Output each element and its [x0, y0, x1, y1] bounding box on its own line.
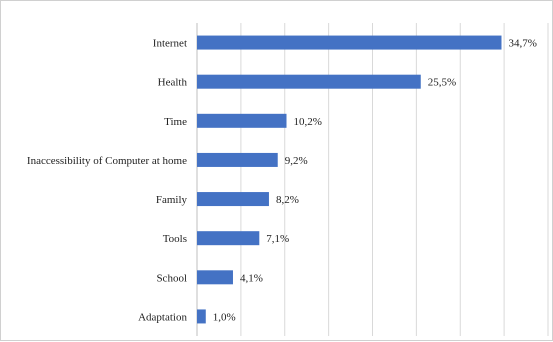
category-tick-label: Time	[164, 116, 187, 128]
data-label: 8,2%	[276, 194, 299, 206]
bar	[197, 113, 287, 128]
category-tick-label: Family	[156, 194, 188, 206]
bar	[197, 270, 233, 285]
label-layer: Internet 34,7% Health 25,5% Time 10,2% Inacces…	[27, 38, 537, 324]
bar	[197, 74, 421, 89]
data-label: 1,0%	[213, 311, 236, 323]
bar	[197, 309, 206, 324]
data-label: 25,5%	[428, 77, 456, 89]
category-tick-label: Adaptation	[138, 311, 187, 323]
category-tick-label: Health	[158, 77, 188, 89]
category-tick-label: Internet	[153, 38, 187, 50]
bar	[197, 152, 278, 167]
grid-layer	[196, 23, 549, 336]
category-tick-label: Tools	[163, 233, 187, 245]
category-tick-label: School	[156, 272, 187, 284]
data-label: 4,1%	[240, 272, 263, 284]
data-label: 10,2%	[294, 116, 322, 128]
bar	[197, 35, 502, 50]
bar	[197, 192, 269, 207]
category-tick-label: Inaccessibility of Computer at home	[27, 155, 187, 167]
data-label: 7,1%	[266, 233, 289, 245]
data-label: 9,2%	[285, 155, 308, 167]
bar	[197, 231, 260, 246]
bar-layer	[197, 35, 502, 324]
data-label: 34,7%	[508, 38, 536, 50]
